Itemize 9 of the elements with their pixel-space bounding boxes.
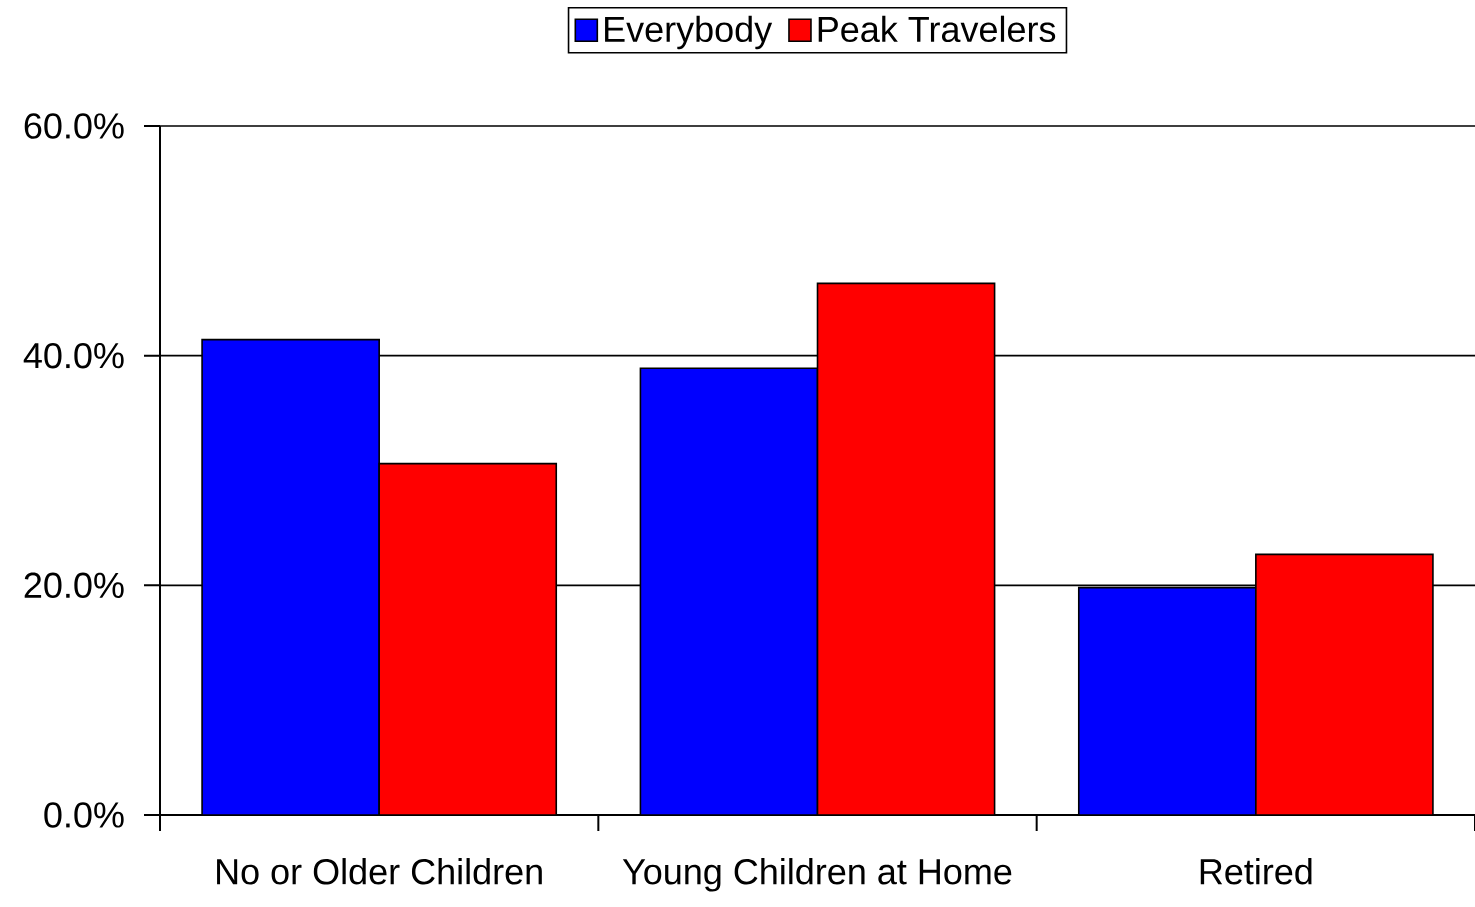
y-tick-label: 0.0% [44,802,124,828]
x-tick-label: Young Children at Home [622,858,1012,892]
x-tick-label: Retired [1200,858,1312,885]
legend-label: Everybody [605,15,773,50]
x-tick-label: No or Older Children [217,858,542,885]
legend-label: Peak Travelers [818,15,1056,43]
y-tick-label: 20.0% [24,572,124,599]
y-tick-label: 60.0% [24,113,124,139]
y-tick-label: 40.0% [23,342,124,369]
